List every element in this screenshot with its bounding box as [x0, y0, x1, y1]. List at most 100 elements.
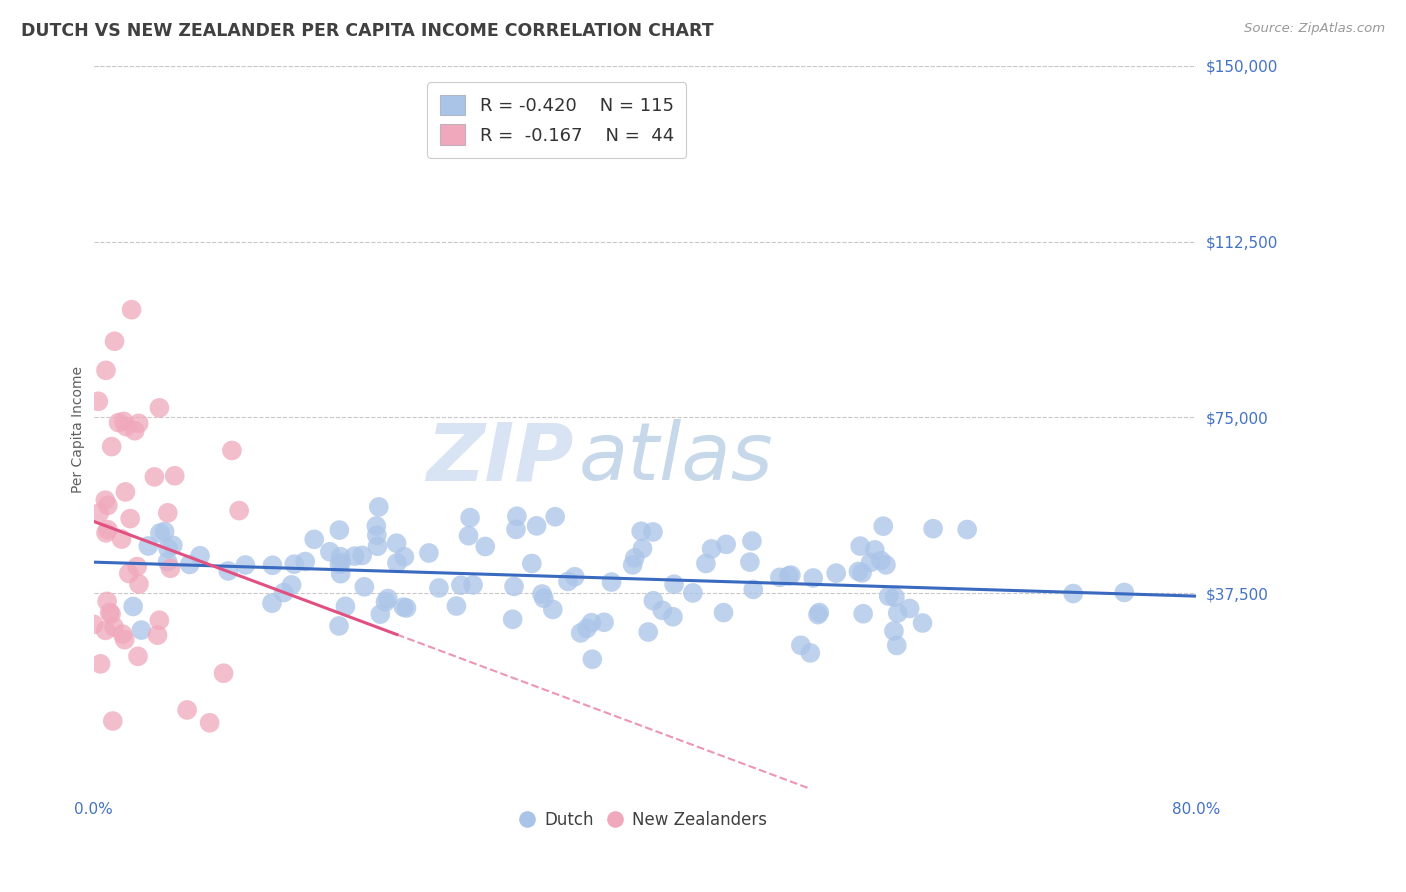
Point	[159, 561, 181, 575]
Point	[329, 549, 352, 564]
Point	[114, 632, 136, 647]
Point	[335, 599, 357, 614]
Text: atlas: atlas	[579, 419, 773, 497]
Point	[631, 541, 654, 556]
Point	[100, 607, 122, 621]
Point	[682, 586, 704, 600]
Point	[294, 555, 316, 569]
Point	[544, 509, 567, 524]
Point	[503, 579, 526, 593]
Point	[149, 526, 172, 541]
Point	[651, 603, 673, 617]
Point	[157, 541, 180, 556]
Point	[262, 558, 284, 573]
Point	[156, 555, 179, 569]
Point	[198, 715, 221, 730]
Point	[94, 363, 117, 377]
Point	[526, 519, 548, 533]
Point	[212, 666, 235, 681]
Point	[110, 532, 132, 546]
Point	[153, 524, 176, 539]
Point	[329, 566, 352, 581]
Point	[637, 625, 659, 640]
Point	[851, 566, 873, 580]
Point	[807, 607, 830, 622]
Point	[911, 615, 934, 630]
Point	[366, 528, 388, 542]
Point	[328, 558, 350, 572]
Point	[148, 613, 170, 627]
Point	[94, 493, 117, 508]
Point	[520, 557, 543, 571]
Text: Source: ZipAtlas.com: Source: ZipAtlas.com	[1244, 22, 1385, 36]
Point	[418, 546, 440, 560]
Point	[260, 596, 283, 610]
Point	[83, 617, 105, 632]
Point	[848, 565, 870, 579]
Point	[922, 522, 945, 536]
Point	[136, 539, 159, 553]
Point	[461, 578, 484, 592]
Point	[886, 606, 908, 620]
Point	[107, 416, 129, 430]
Point	[156, 506, 179, 520]
Point	[367, 500, 389, 514]
Point	[128, 577, 150, 591]
Point	[742, 582, 765, 597]
Point	[956, 523, 979, 537]
Point	[898, 601, 921, 615]
Point	[808, 606, 831, 620]
Point	[852, 607, 875, 621]
Point	[623, 550, 645, 565]
Point	[374, 595, 396, 609]
Point	[883, 624, 905, 638]
Point	[131, 623, 153, 637]
Point	[98, 606, 121, 620]
Point	[283, 557, 305, 571]
Point	[162, 538, 184, 552]
Point	[1114, 585, 1136, 599]
Point	[581, 652, 603, 666]
Point	[89, 506, 111, 520]
Point	[883, 590, 905, 604]
Point	[886, 639, 908, 653]
Point	[502, 612, 524, 626]
Point	[741, 534, 763, 549]
Point	[328, 619, 350, 633]
Point	[366, 539, 388, 553]
Point	[87, 394, 110, 409]
Point	[146, 628, 169, 642]
Legend: Dutch, New Zealanders: Dutch, New Zealanders	[516, 804, 773, 835]
Point	[94, 525, 117, 540]
Point	[700, 541, 723, 556]
Point	[115, 419, 138, 434]
Point	[127, 559, 149, 574]
Point	[474, 540, 496, 554]
Text: ZIP: ZIP	[426, 419, 574, 497]
Point	[769, 570, 792, 584]
Point	[859, 555, 882, 569]
Point	[564, 570, 586, 584]
Point	[111, 627, 134, 641]
Point	[121, 302, 143, 317]
Point	[302, 533, 325, 547]
Point	[427, 581, 450, 595]
Point	[713, 606, 735, 620]
Point	[849, 539, 872, 553]
Point	[101, 714, 124, 728]
Point	[531, 587, 554, 601]
Point	[600, 575, 623, 590]
Point	[825, 566, 848, 581]
Point	[319, 545, 342, 559]
Point	[630, 524, 652, 539]
Point	[96, 594, 118, 608]
Point	[457, 529, 479, 543]
Point	[394, 549, 416, 564]
Point	[395, 601, 418, 615]
Point	[103, 334, 125, 349]
Point	[97, 499, 120, 513]
Point	[188, 549, 211, 563]
Point	[575, 621, 598, 635]
Point	[569, 626, 592, 640]
Point	[695, 557, 717, 571]
